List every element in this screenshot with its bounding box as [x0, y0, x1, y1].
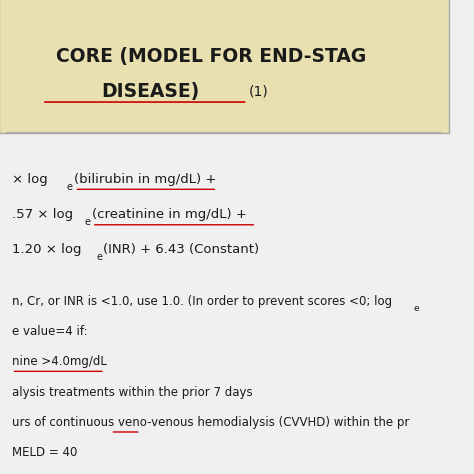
- Text: DISEASE): DISEASE): [101, 82, 200, 101]
- Text: × log: × log: [12, 173, 47, 186]
- Text: (INR) + 6.43 (Constant): (INR) + 6.43 (Constant): [103, 244, 260, 256]
- Text: e: e: [413, 304, 419, 313]
- Text: MELD = 40: MELD = 40: [12, 447, 77, 459]
- Text: urs of continuous veno-venous hemodialysis (CVVHD) within the pr: urs of continuous veno-venous hemodialys…: [12, 416, 409, 429]
- Text: (bilirubin in mg/dL) +: (bilirubin in mg/dL) +: [74, 173, 217, 186]
- Text: (creatinine in mg/dL) +: (creatinine in mg/dL) +: [92, 209, 246, 221]
- Text: CORE (MODEL FOR END-STAG: CORE (MODEL FOR END-STAG: [56, 47, 366, 66]
- Text: e: e: [84, 218, 91, 228]
- FancyBboxPatch shape: [0, 0, 449, 133]
- Text: (1): (1): [249, 84, 269, 98]
- Text: n, Cr, or INR is <1.0, use 1.0. (In order to prevent scores <0; log: n, Cr, or INR is <1.0, use 1.0. (In orde…: [12, 295, 392, 308]
- Text: 1.20 × log: 1.20 × log: [12, 244, 81, 256]
- Text: e: e: [67, 182, 73, 192]
- Text: e value=4 if:: e value=4 if:: [12, 325, 87, 338]
- Text: alysis treatments within the prior 7 days: alysis treatments within the prior 7 day…: [12, 386, 252, 399]
- Text: nine >4.0mg/dL: nine >4.0mg/dL: [12, 356, 107, 368]
- Text: .57 × log: .57 × log: [12, 209, 73, 221]
- Text: e: e: [96, 253, 102, 263]
